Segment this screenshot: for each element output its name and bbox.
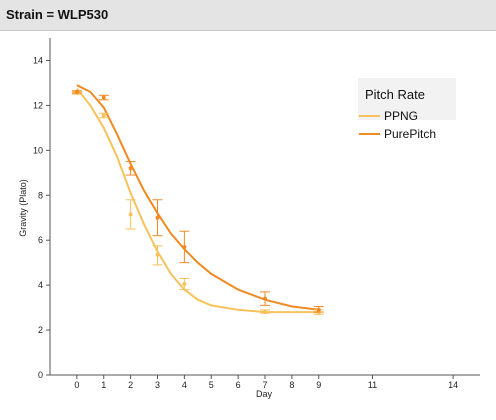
x-tick-label: 7 bbox=[262, 380, 267, 390]
legend: Pitch Rate PPNG PurePitch bbox=[358, 78, 456, 141]
data-point-ppng bbox=[155, 252, 160, 257]
data-point-purepitch bbox=[155, 215, 160, 220]
x-tick-label: 8 bbox=[289, 380, 294, 390]
x-tick-label: 5 bbox=[209, 380, 214, 390]
data-point-purepitch bbox=[128, 166, 133, 171]
y-tick-label: 10 bbox=[33, 145, 43, 155]
data-point-ppng bbox=[128, 212, 133, 217]
data-point-ppng bbox=[101, 113, 106, 118]
data-point-purepitch bbox=[263, 296, 267, 301]
legend-box bbox=[358, 78, 456, 120]
legend-title: Pitch Rate bbox=[365, 87, 425, 102]
x-tick-label: 11 bbox=[368, 380, 377, 390]
fit-curves bbox=[76, 84, 319, 314]
x-tick-label: 1 bbox=[101, 380, 106, 390]
legend-label-purepitch: PurePitch bbox=[384, 127, 436, 141]
y-tick-label: 8 bbox=[38, 190, 43, 200]
x-tick-label: 14 bbox=[448, 380, 458, 390]
x-tick-label: 0 bbox=[74, 380, 79, 390]
y-tick-label: 14 bbox=[33, 55, 43, 65]
y-tick-label: 2 bbox=[38, 325, 43, 335]
data-point-ppng bbox=[263, 310, 267, 315]
x-ticks: 0 1 2 3 4 5 6 7 8 9 11 14 bbox=[74, 375, 458, 390]
x-axis-title: Day bbox=[256, 389, 273, 399]
x-tick-label: 2 bbox=[128, 380, 133, 390]
x-tick-label: 3 bbox=[155, 380, 160, 390]
x-tick-label: 9 bbox=[316, 380, 321, 390]
data-point-purepitch bbox=[182, 244, 187, 249]
x-tick-label: 6 bbox=[236, 380, 241, 390]
fit-curve-purepitch bbox=[76, 84, 319, 311]
data-point-purepitch bbox=[316, 307, 321, 312]
y-ticks: 0 2 4 6 8 10 12 14 bbox=[33, 55, 50, 380]
data-points bbox=[71, 89, 324, 315]
panel-title: Strain = WLP530 bbox=[6, 7, 109, 22]
y-tick-label: 0 bbox=[38, 370, 43, 380]
legend-label-ppng: PPNG bbox=[384, 109, 418, 123]
x-tick-label: 4 bbox=[182, 380, 187, 390]
data-point-ppng bbox=[182, 282, 187, 287]
y-axis-title: Gravity (Plato) bbox=[18, 179, 28, 237]
panel-header: Strain = WLP530 bbox=[0, 0, 496, 31]
y-tick-label: 4 bbox=[38, 280, 43, 290]
fit-curve-ppng bbox=[76, 87, 319, 314]
y-tick-label: 6 bbox=[38, 235, 43, 245]
data-point-purepitch bbox=[101, 95, 106, 100]
data-point-purepitch bbox=[74, 89, 79, 94]
y-tick-label: 12 bbox=[33, 100, 43, 110]
